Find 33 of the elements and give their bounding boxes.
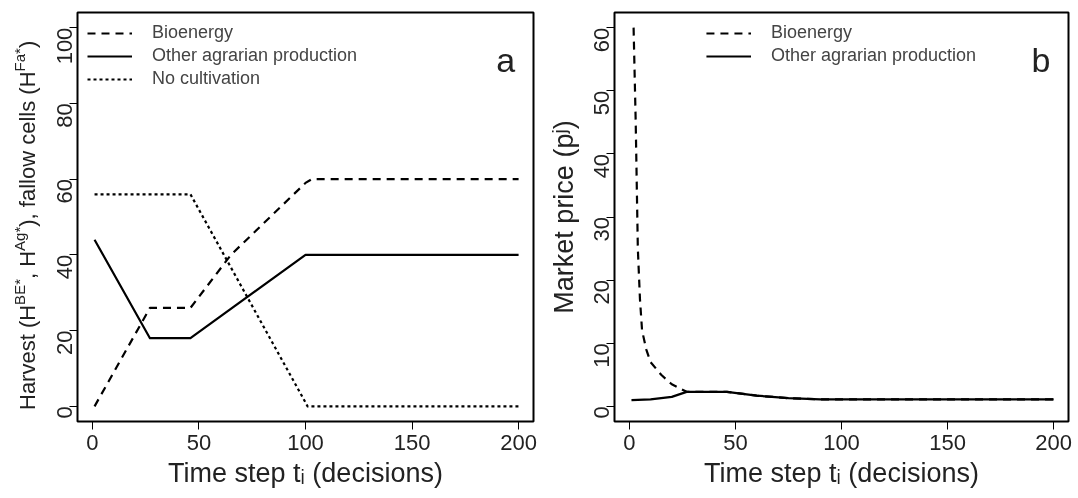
annotation: b bbox=[1031, 41, 1051, 80]
x-tick-label: 100 bbox=[287, 429, 324, 455]
y-tick-label: 50 bbox=[589, 90, 614, 116]
y-tick-label: 10 bbox=[589, 343, 614, 368]
legend-label: Other agrarian production bbox=[152, 45, 358, 66]
x-tick-label: 150 bbox=[393, 429, 431, 455]
x-tick-label: 0 bbox=[86, 429, 99, 455]
x-tick-label: 50 bbox=[723, 429, 748, 455]
y-tick-label: 40 bbox=[589, 153, 614, 179]
y-tick-label: 100 bbox=[52, 27, 77, 65]
x-tick-label: 200 bbox=[500, 429, 537, 455]
legend-label: No cultivation bbox=[152, 68, 261, 89]
legend-label: Other agrarian production bbox=[770, 45, 977, 66]
y-tick-label: 40 bbox=[52, 254, 77, 280]
y-tick-label: 20 bbox=[589, 280, 614, 305]
y-tick-label: 0 bbox=[589, 406, 614, 419]
legend-label: Bioenergy bbox=[770, 22, 852, 43]
annotation: a bbox=[496, 41, 516, 80]
x-tick-label: 100 bbox=[823, 429, 860, 455]
y-tick-label: 60 bbox=[589, 27, 614, 53]
x-tick-label: 50 bbox=[186, 429, 212, 455]
x-axis-title: Time step tᵢ (decisions) bbox=[168, 457, 443, 488]
y-tick-label: 60 bbox=[52, 179, 77, 204]
y-tick-label: 80 bbox=[52, 103, 77, 128]
y-tick-label: 20 bbox=[52, 330, 77, 356]
legend-label: Bioenergy bbox=[152, 22, 234, 43]
y-axis-title: Market price (pʲ) bbox=[548, 120, 579, 314]
y-tick-label: 0 bbox=[52, 406, 77, 419]
x-axis-title: Time step tᵢ (decisions) bbox=[704, 457, 979, 488]
y-tick-label: 30 bbox=[589, 216, 614, 242]
x-tick-label: 150 bbox=[929, 429, 966, 455]
x-tick-label: 0 bbox=[623, 429, 636, 455]
x-tick-label: 200 bbox=[1035, 429, 1073, 455]
